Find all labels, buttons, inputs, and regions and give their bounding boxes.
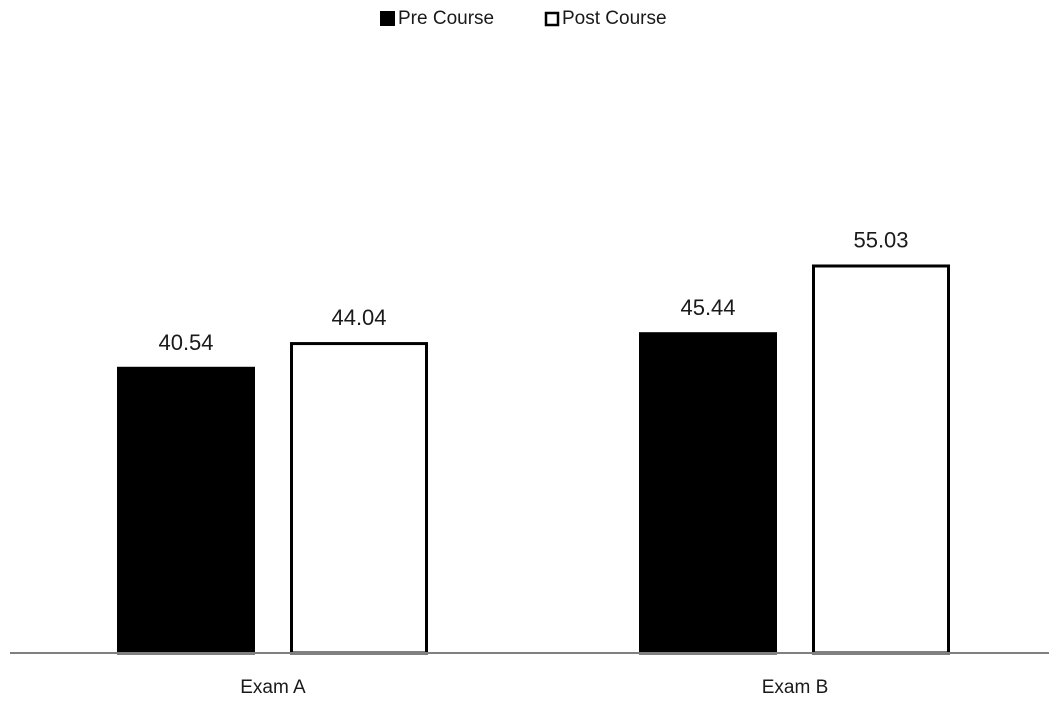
legend: Pre Course Post Course xyxy=(380,8,667,29)
bar-post-course-exam-b xyxy=(812,264,950,655)
x-axis-tick-labels: Exam A Exam B xyxy=(240,677,828,698)
bar-pre-course-exam-b xyxy=(639,332,777,655)
legend-swatch-post-course xyxy=(544,11,560,27)
data-label-post-course-exam-b: 55.03 xyxy=(853,227,908,252)
legend-label-pre-course: Pre Course xyxy=(398,8,494,29)
data-label-post-course-exam-a: 44.04 xyxy=(331,305,386,330)
legend-label-post-course: Post Course xyxy=(562,8,667,29)
bars xyxy=(117,264,950,655)
data-label-pre-course-exam-b: 45.44 xyxy=(680,295,735,320)
bar-pre-course-exam-a xyxy=(117,366,255,655)
x-tick-label-exam-a: Exam A xyxy=(240,677,306,698)
data-label-pre-course-exam-a: 40.54 xyxy=(158,330,213,355)
data-labels: 40.54 44.04 45.44 55.03 xyxy=(158,227,908,354)
bar-post-course-exam-a xyxy=(290,342,428,655)
x-tick-label-exam-b: Exam B xyxy=(762,677,829,698)
legend-swatch-pre-course xyxy=(380,11,395,26)
